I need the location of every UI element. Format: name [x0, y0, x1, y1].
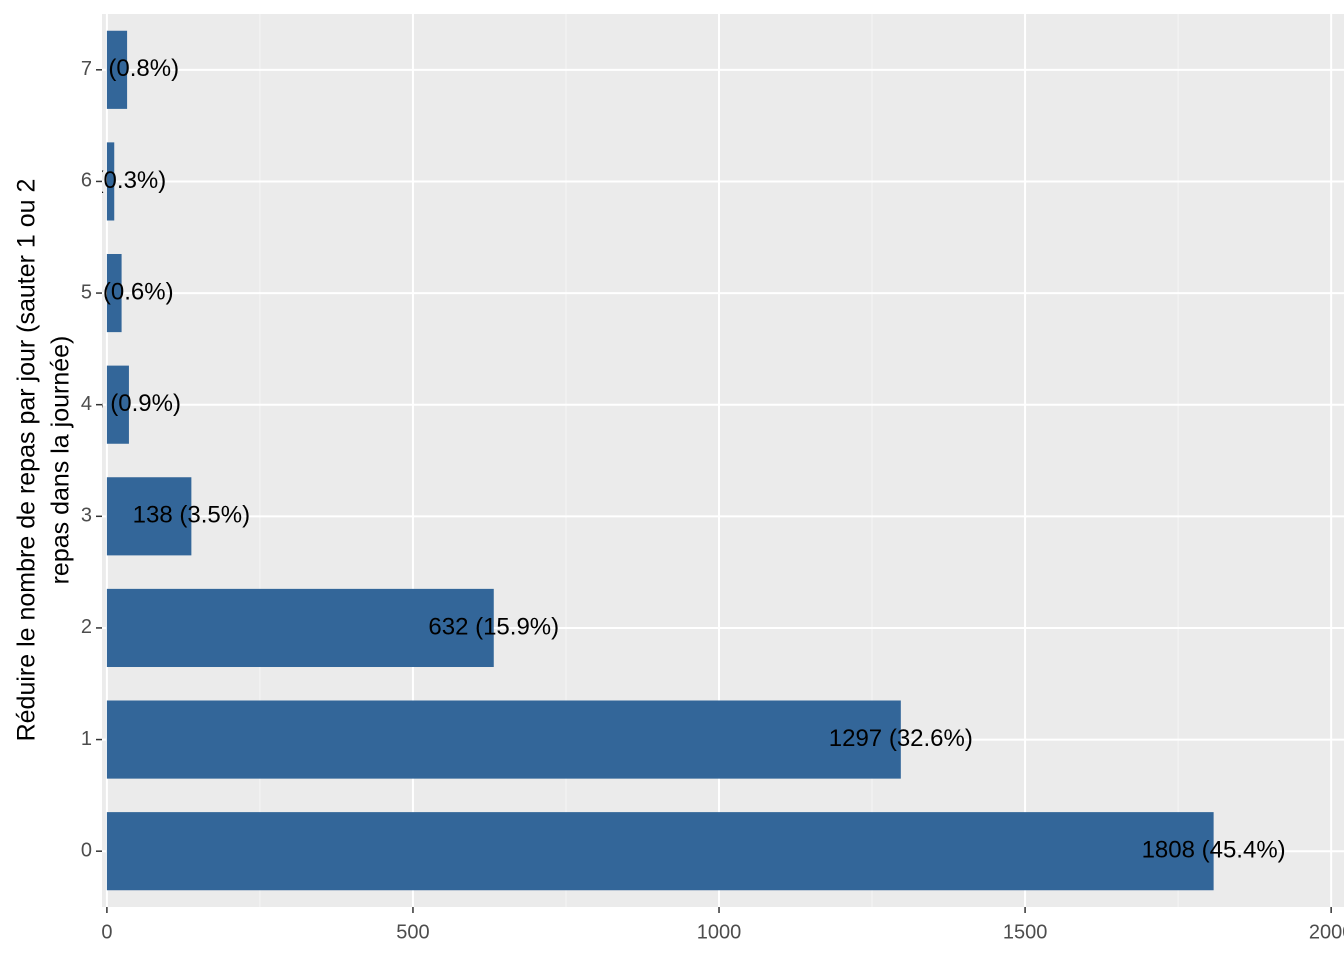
bar	[106, 700, 901, 779]
data-label: 24 (0.6%)	[70, 278, 174, 305]
y-tick-label: 2	[81, 616, 92, 638]
y-axis-title: repas dans la journée)	[47, 336, 75, 585]
x-tick-label: 1000	[697, 921, 742, 943]
y-tick-label: 0	[81, 839, 92, 861]
y-tick-label: 4	[81, 393, 92, 415]
x-tick-label: 500	[396, 921, 429, 943]
y-tick-label: 6	[81, 170, 92, 192]
data-label: 632 (15.9%)	[428, 613, 559, 640]
y-axis-title: Réduire le nombre de repas par jour (sau…	[13, 179, 41, 742]
plot-area: 1808 (45.4%) 1297 (32.6%) 632 (15.9%) 138 (…	[62, 30, 1286, 891]
y-tick-label: 3	[81, 505, 92, 527]
data-label: 1297 (32.6%)	[829, 725, 973, 752]
data-label: 138 (3.5%)	[133, 502, 250, 529]
bar	[106, 588, 494, 668]
x-tick-label: 0	[101, 921, 112, 943]
bar	[106, 365, 129, 444]
data-label: 36 (0.9%)	[77, 390, 181, 417]
bar	[106, 142, 115, 221]
y-tick-label: 5	[81, 281, 92, 303]
x-tick-label: 1500	[1003, 921, 1048, 943]
bar	[106, 30, 128, 109]
y-tick-label: 1	[81, 728, 92, 750]
data-label: 33 (0.8%)	[75, 55, 179, 82]
bar	[106, 477, 192, 556]
y-tick-label: 7	[81, 58, 92, 80]
data-label: 1808 (45.4%)	[1142, 837, 1286, 864]
data-label: 12 (0.3%)	[62, 167, 166, 194]
bar	[106, 253, 122, 333]
bar	[106, 812, 1214, 891]
